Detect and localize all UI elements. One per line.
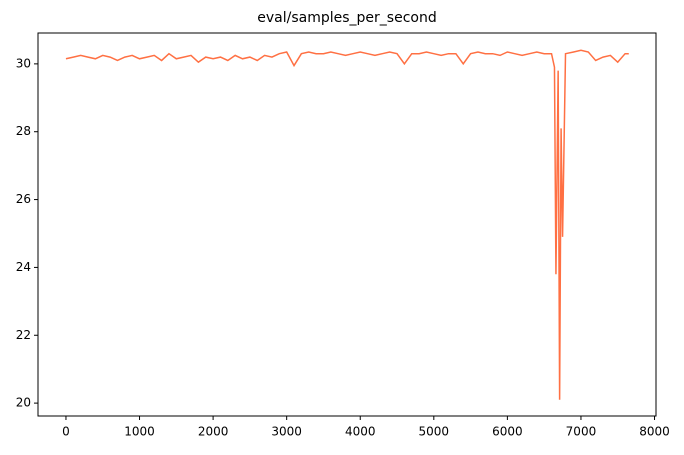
x-tick-label: 5000 xyxy=(419,425,450,439)
x-tick-label: 0 xyxy=(62,425,70,439)
plot-frame xyxy=(37,32,657,417)
y-tick-label: 26 xyxy=(16,192,31,206)
x-tick-label: 4000 xyxy=(345,425,376,439)
y-tick-label: 20 xyxy=(16,396,31,410)
x-tick-label: 3000 xyxy=(271,425,302,439)
chart-title: eval/samples_per_second xyxy=(257,10,436,26)
x-tick-label: 2000 xyxy=(198,425,229,439)
y-tick-label: 22 xyxy=(16,328,31,342)
x-tick-label: 6000 xyxy=(492,425,523,439)
y-tick-label: 30 xyxy=(16,56,31,70)
y-tick-label: 28 xyxy=(16,124,31,138)
x-tick-label: 8000 xyxy=(639,425,670,439)
x-tick-label: 7000 xyxy=(566,425,597,439)
x-tick-label: 1000 xyxy=(124,425,155,439)
y-tick-label: 24 xyxy=(16,260,31,274)
line xyxy=(65,49,629,400)
